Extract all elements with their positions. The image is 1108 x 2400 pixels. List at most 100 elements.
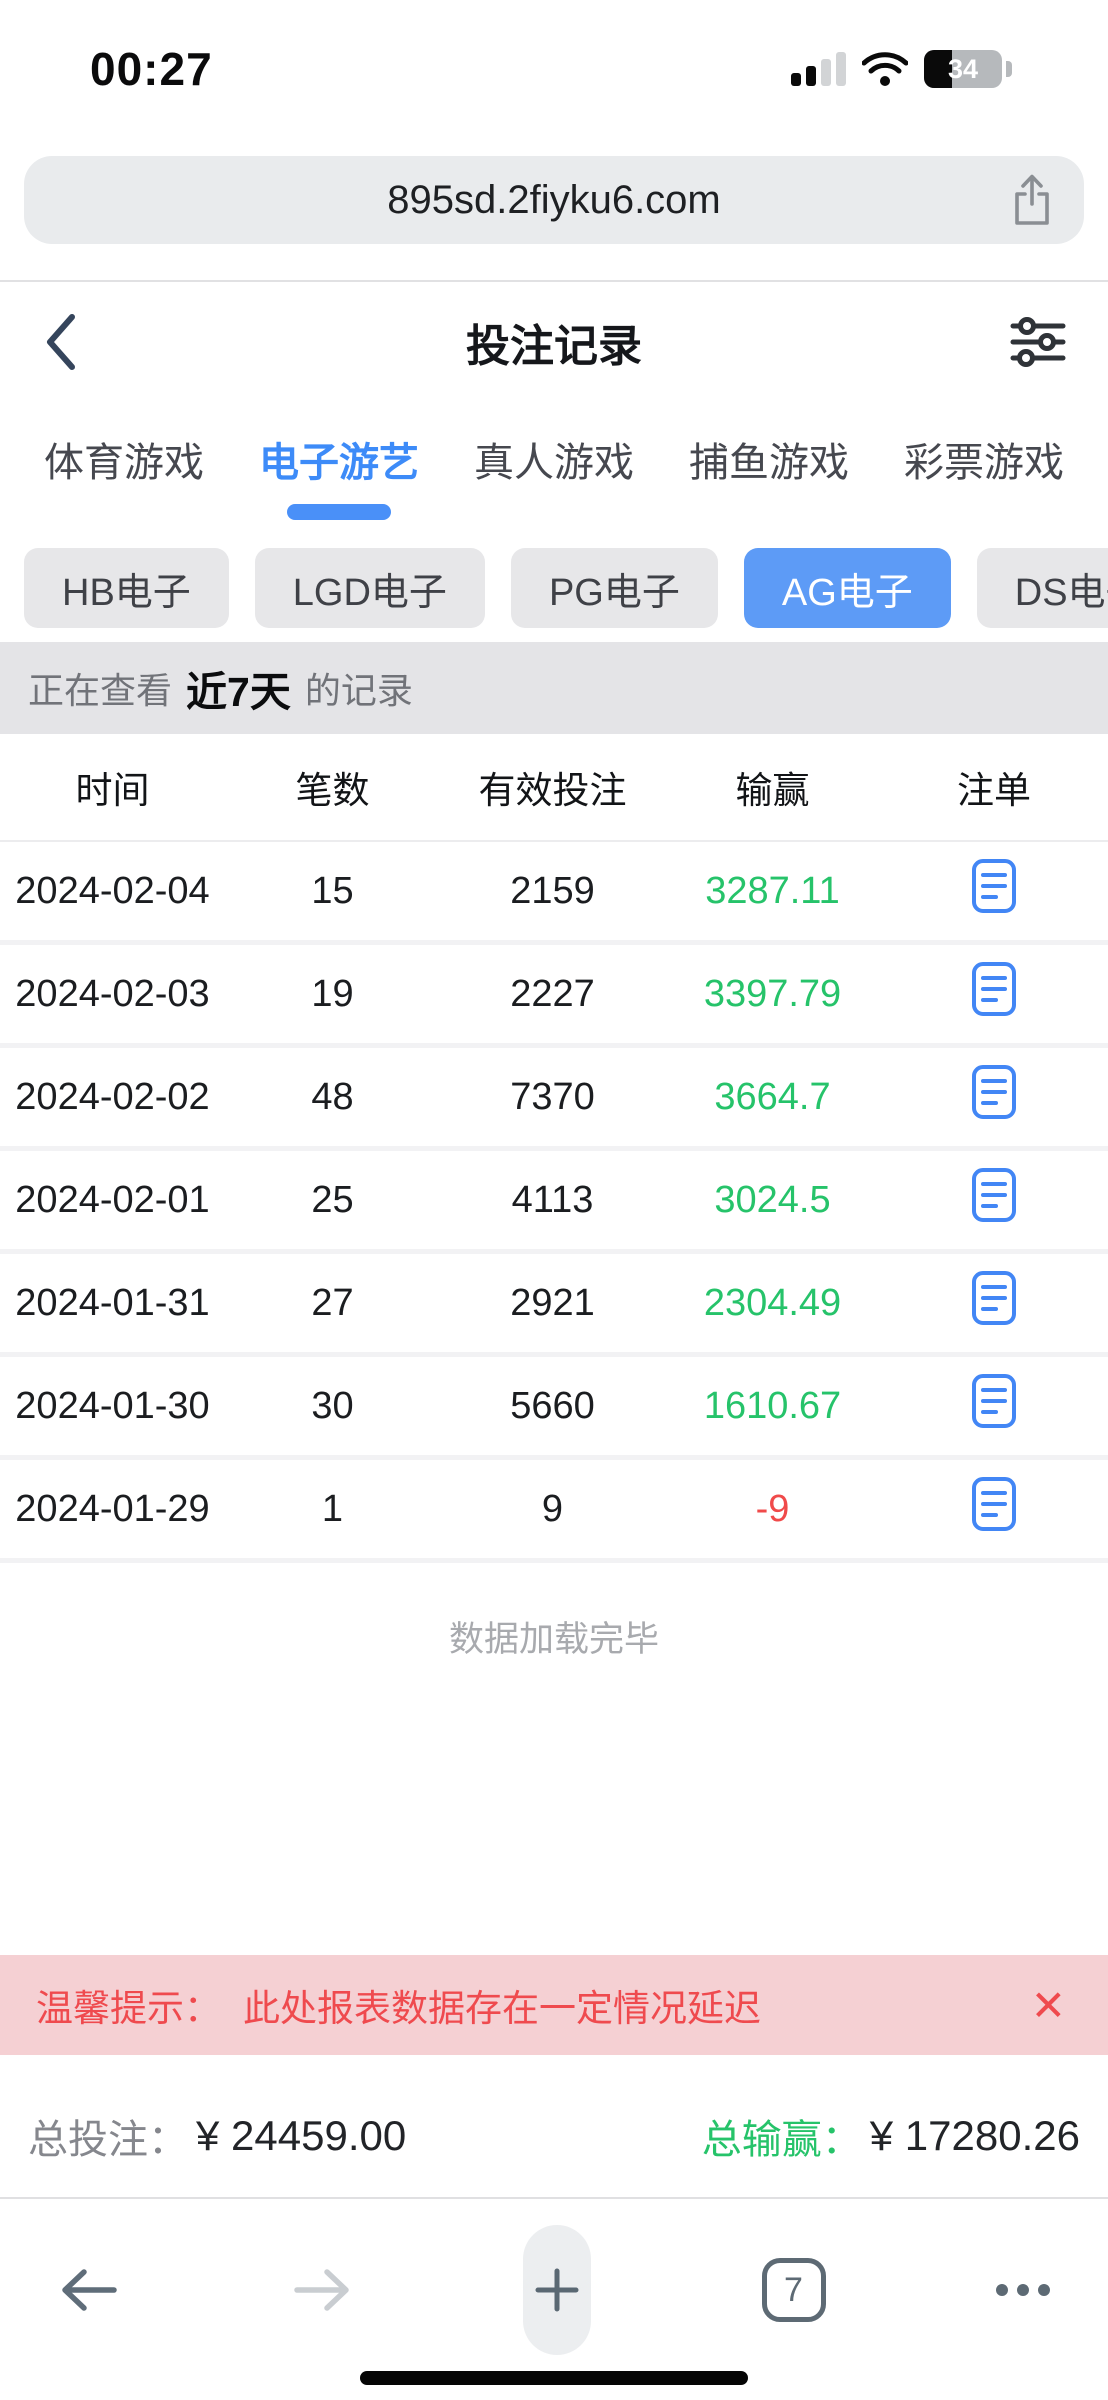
more-options-icon[interactable] (996, 2284, 1050, 2296)
page-title: 投注记录 (466, 322, 642, 371)
row-win: -9 (755, 1487, 790, 1530)
browser-toolbar: 7 (0, 2197, 1108, 2400)
row-valid-bet: 7370 (510, 1075, 595, 1118)
bet-slip-icon[interactable] (971, 1270, 1017, 1326)
table-row: 2024-01-30 30 5660 1610.67 (0, 1357, 1108, 1460)
table-row: 2024-01-31 27 2921 2304.49 (0, 1254, 1108, 1357)
tab-lottery[interactable]: 彩票游戏 (904, 441, 1064, 485)
chip-pg[interactable]: PG电子 (510, 548, 718, 628)
row-date: 2024-01-30 (15, 1384, 210, 1427)
browser-forward-icon[interactable] (291, 2265, 353, 2315)
address-bar[interactable]: 895sd.2fiyku6.com (24, 156, 1084, 244)
chip-ds[interactable]: DS电子 (976, 548, 1108, 628)
row-count: 15 (311, 869, 354, 912)
bet-slip-icon[interactable] (971, 858, 1017, 914)
row-win: 3397.79 (703, 972, 842, 1015)
tab-fishing[interactable]: 捕鱼游戏 (689, 441, 849, 485)
close-icon[interactable]: ✕ (1030, 1981, 1066, 2029)
row-win: 3024.5 (714, 1178, 831, 1221)
tab-sports[interactable]: 体育游戏 (44, 441, 204, 485)
col-bet-slip: 注单 (957, 770, 1031, 811)
row-date: 2024-02-04 (15, 869, 210, 912)
warning-label: 温馨提示： (36, 1988, 221, 2029)
url-text: 895sd.2fiyku6.com (387, 177, 721, 222)
total-bet-value: ¥ 24459.00 (196, 2112, 407, 2159)
bet-slip-icon[interactable] (971, 1373, 1017, 1429)
row-date: 2024-02-03 (15, 972, 210, 1015)
cell-signal-icon (791, 52, 846, 86)
col-count: 笔数 (295, 770, 370, 811)
row-count: 1 (321, 1487, 344, 1530)
table-row: 2024-02-02 48 7370 3664.7 (0, 1048, 1108, 1151)
col-valid-bet: 有效投注 (478, 770, 627, 811)
row-valid-bet: 9 (541, 1487, 564, 1530)
battery-cap (1006, 61, 1012, 77)
row-valid-bet: 2921 (510, 1281, 595, 1324)
back-icon[interactable] (42, 312, 78, 372)
notice-prefix: 正在查看 (28, 670, 173, 711)
row-count: 27 (311, 1281, 354, 1324)
row-date: 2024-01-29 (15, 1487, 210, 1530)
status-icons: 34 (791, 50, 1012, 88)
bet-slip-icon[interactable] (971, 1167, 1017, 1223)
home-indicator[interactable] (360, 2371, 748, 2385)
table-header: 时间 笔数 有效投注 输赢 注单 (0, 734, 1108, 842)
table-row: 2024-02-04 15 2159 3287.11 (0, 842, 1108, 945)
new-tab-icon[interactable] (523, 2225, 591, 2355)
category-tabs: 体育游戏 电子游艺 真人游戏 捕鱼游戏 彩票游戏 (0, 402, 1108, 520)
notice-range: 近7天 (186, 669, 291, 715)
totals-bar: 总投注： ¥ 24459.00 总输赢： ¥ 17280.26 (0, 2075, 1108, 2197)
table-row: 2024-02-01 25 4113 3024.5 (0, 1151, 1108, 1254)
row-count: 19 (311, 972, 354, 1015)
tab-electronic[interactable]: 电子游艺 (259, 430, 419, 520)
total-win-label: 总输赢： (701, 2118, 862, 2162)
filter-icon[interactable] (1010, 316, 1066, 368)
total-win-value: ¥ 17280.26 (869, 2112, 1080, 2159)
status-bar: 00:27 34 (0, 0, 1108, 120)
table-row: 2024-02-03 19 2227 3397.79 (0, 945, 1108, 1048)
browser-back-icon[interactable] (58, 2265, 120, 2315)
total-bet-label: 总投注： (28, 2118, 188, 2162)
divider (0, 280, 1108, 282)
provider-chips: HB电子 LGD电子 PG电子 AG电子 DS电子 (0, 520, 1108, 630)
warning-message: 此处报表数据存在一定情况延迟 (243, 1988, 761, 2029)
row-valid-bet: 2227 (510, 972, 595, 1015)
share-icon[interactable] (1010, 172, 1054, 228)
row-valid-bet: 2159 (510, 869, 595, 912)
row-count: 48 (311, 1075, 354, 1118)
load-complete-text: 数据加载完毕 (448, 1620, 659, 1659)
viewing-range-bar: 正在查看 近7天 的记录 (0, 642, 1108, 734)
bet-slip-icon[interactable] (971, 1476, 1017, 1532)
tab-count: 7 (784, 2270, 803, 2309)
wifi-icon (862, 52, 908, 86)
col-time: 时间 (75, 770, 150, 811)
row-win: 1610.67 (703, 1384, 842, 1427)
bet-slip-icon[interactable] (971, 1064, 1017, 1120)
app-header: 投注记录 (0, 282, 1108, 402)
battery-percent: 34 (947, 53, 979, 84)
total-bet: 总投注： ¥ 24459.00 (28, 2107, 406, 2165)
browser-url-row: 895sd.2fiyku6.com (0, 120, 1108, 280)
chip-lgd[interactable]: LGD电子 (254, 548, 485, 628)
tabs-button[interactable]: 7 (761, 2258, 826, 2322)
table-row: 2024-01-29 1 9 -9 (0, 1460, 1108, 1563)
warning-banner: 温馨提示： 此处报表数据存在一定情况延迟 ✕ (0, 1955, 1108, 2055)
row-date: 2024-02-01 (15, 1178, 210, 1221)
battery-icon: 34 (924, 50, 1002, 88)
bet-slip-icon[interactable] (971, 961, 1017, 1017)
clock: 00:27 (90, 43, 213, 95)
row-count: 30 (311, 1384, 354, 1427)
tab-live[interactable]: 真人游戏 (474, 441, 634, 485)
notice-suffix: 的记录 (304, 670, 413, 711)
chip-ag[interactable]: AG电子 (743, 548, 951, 628)
row-valid-bet: 5660 (510, 1384, 595, 1427)
row-valid-bet: 4113 (511, 1178, 594, 1221)
chip-hb[interactable]: HB电子 (24, 548, 229, 628)
row-date: 2024-02-02 (15, 1075, 210, 1118)
col-win-loss: 输赢 (735, 770, 810, 811)
row-count: 25 (311, 1178, 354, 1221)
row-win: 3664.7 (714, 1075, 831, 1118)
row-win: 3287.11 (705, 869, 840, 912)
total-win: 总输赢： ¥ 17280.26 (702, 2107, 1080, 2165)
